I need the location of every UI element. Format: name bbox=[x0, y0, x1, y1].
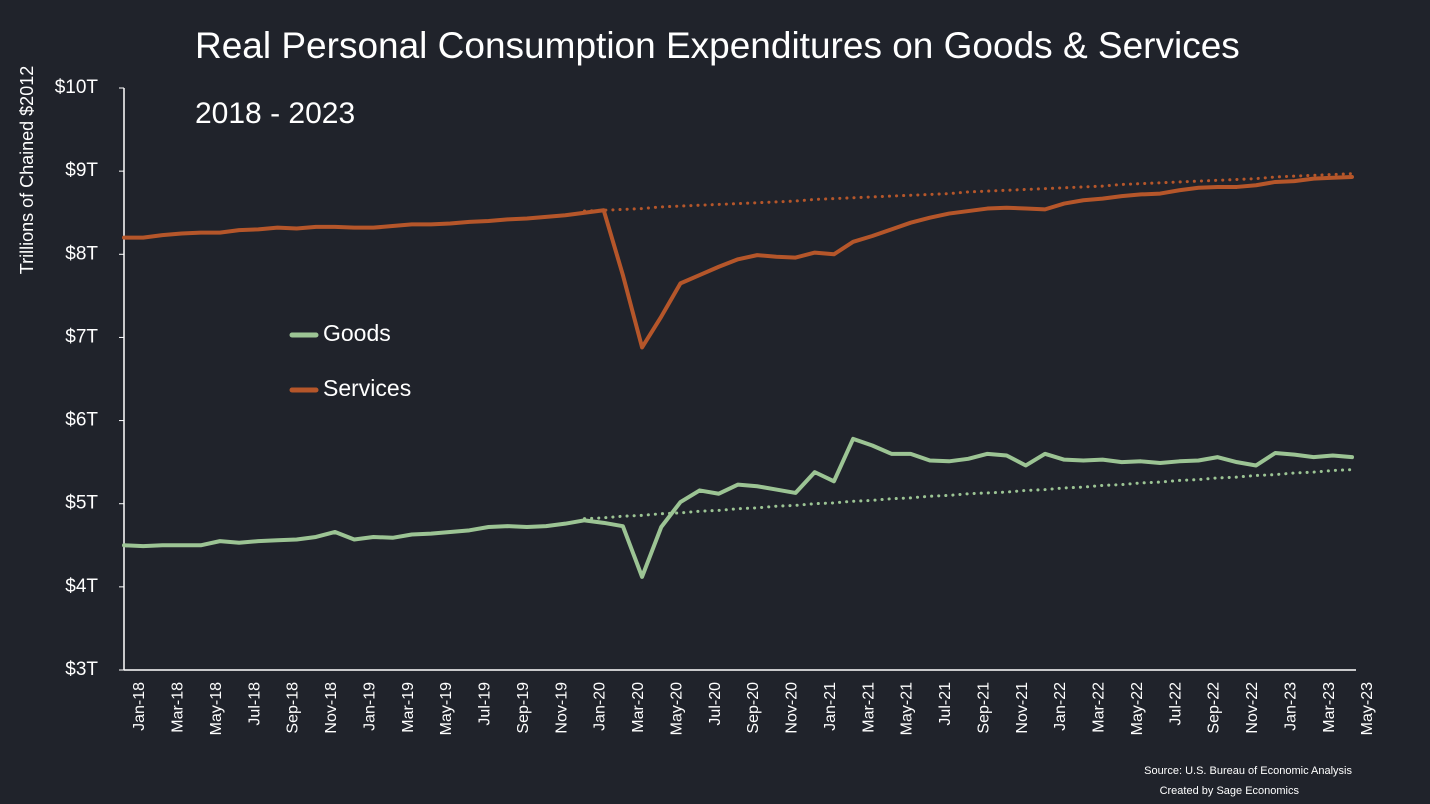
x-tick-label: Jan-20 bbox=[592, 682, 609, 731]
x-tick-label: Jul-20 bbox=[707, 682, 724, 726]
x-tick-label: Jan-18 bbox=[131, 682, 148, 731]
x-tick-label: Nov-18 bbox=[323, 682, 340, 734]
x-tick-label: Sep-19 bbox=[515, 682, 532, 734]
x-tick-label: May-22 bbox=[1129, 682, 1146, 735]
x-tick-label: Sep-20 bbox=[745, 682, 762, 734]
x-tick-label: Nov-21 bbox=[1014, 682, 1031, 734]
credit-note: Created by Sage Economics bbox=[1160, 785, 1300, 797]
x-tick-label: Jan-21 bbox=[822, 682, 839, 731]
trend-line bbox=[583, 468, 1354, 521]
x-tick-label: May-21 bbox=[899, 682, 916, 735]
x-tick-label: Sep-18 bbox=[285, 682, 302, 734]
y-tick-label: $10T bbox=[55, 77, 99, 98]
x-tick-label: May-20 bbox=[668, 682, 685, 735]
legend-label: Goods bbox=[323, 320, 391, 346]
x-tick-label: Mar-22 bbox=[1091, 682, 1108, 733]
x-tick-label: Sep-21 bbox=[975, 682, 992, 734]
x-tick-label: Mar-20 bbox=[630, 682, 647, 733]
y-axis-label: Trillions of Chained $2012 bbox=[17, 66, 37, 274]
series-line bbox=[122, 174, 1354, 350]
trend-line bbox=[583, 172, 1354, 213]
x-tick-label: Mar-23 bbox=[1321, 682, 1338, 733]
y-tick-label: $4T bbox=[65, 576, 98, 597]
x-tick-label: Mar-18 bbox=[170, 682, 187, 733]
y-tick-label: $6T bbox=[65, 410, 98, 431]
y-tick-label: $3T bbox=[65, 659, 98, 680]
x-tick-label: Jul-22 bbox=[1167, 682, 1184, 726]
chart-subtitle: 2018 - 2023 bbox=[195, 97, 355, 130]
y-tick-label: $5T bbox=[65, 493, 98, 514]
x-tick-label: Jul-19 bbox=[477, 682, 494, 726]
x-tick-label: Nov-19 bbox=[553, 682, 570, 734]
x-tick-label: Jan-22 bbox=[1052, 682, 1069, 731]
x-tick-label: Mar-21 bbox=[860, 682, 877, 733]
x-tick-label: Sep-22 bbox=[1206, 682, 1223, 734]
y-tick-label: $7T bbox=[65, 326, 98, 347]
x-tick-label: Jan-19 bbox=[361, 682, 378, 731]
x-tick-label: Jul-21 bbox=[937, 682, 954, 726]
y-tick-label: $8T bbox=[65, 243, 98, 264]
x-tick-label: Nov-20 bbox=[784, 682, 801, 734]
legend-label: Services bbox=[323, 375, 411, 401]
source-note: Source: U.S. Bureau of Economic Analysis bbox=[1144, 765, 1352, 777]
chart-title: Real Personal Consumption Expenditures o… bbox=[195, 25, 1240, 66]
x-tick-label: Mar-19 bbox=[400, 682, 417, 733]
x-tick-label: May-18 bbox=[208, 682, 225, 735]
series-line bbox=[122, 436, 1354, 579]
x-tick-label: Jan-23 bbox=[1282, 682, 1299, 731]
x-tick-label: May-19 bbox=[438, 682, 455, 735]
x-tick-label: May-23 bbox=[1359, 682, 1376, 735]
y-tick-label: $9T bbox=[65, 160, 98, 181]
x-tick-label: Nov-22 bbox=[1244, 682, 1261, 734]
x-tick-label: Jul-18 bbox=[246, 682, 263, 726]
